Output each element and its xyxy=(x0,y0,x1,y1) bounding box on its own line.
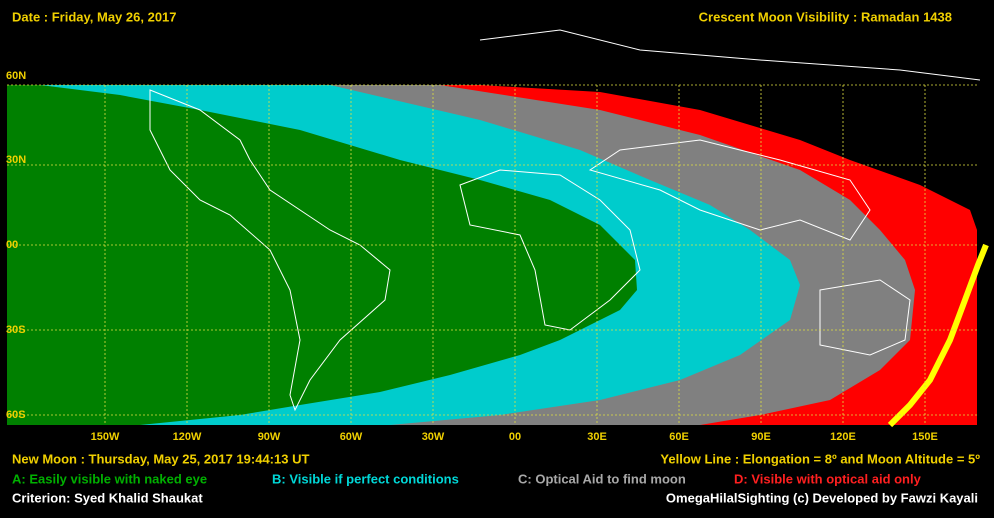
yellow-line-note: Yellow Line : Elongation = 8º and Moon A… xyxy=(660,451,980,466)
date: Date : Friday, May 26, 2017 xyxy=(12,9,177,24)
coastlines xyxy=(149,29,981,412)
lon-label: 150E xyxy=(912,431,938,443)
lat-label: 00 xyxy=(6,239,18,251)
lon-label: 150W xyxy=(91,431,120,443)
lon-label: 90W xyxy=(258,431,281,443)
lat-label: 60S xyxy=(6,409,26,421)
legend-b: B: Visible if perfect conditions xyxy=(272,471,459,486)
legend-c: C: Optical Aid to find moon xyxy=(518,471,686,486)
lat-label: 30S xyxy=(6,324,26,336)
lon-label: 120W xyxy=(173,431,202,443)
lon-label: 30W xyxy=(422,431,445,443)
lon-label: 120E xyxy=(830,431,856,443)
zone-a xyxy=(7,85,637,425)
legend-d: D: Visible with optical aid only xyxy=(734,471,922,486)
criterion: Criterion: Syed Khalid Shaukat xyxy=(12,490,203,505)
lon-label: 90E xyxy=(751,431,771,443)
new-moon: New Moon : Thursday, May 25, 2017 19:44:… xyxy=(12,451,309,466)
lon-label: 60E xyxy=(669,431,689,443)
yellow-line xyxy=(887,243,989,428)
credit: OmegaHilalSighting (c) Developed by Fawz… xyxy=(666,490,978,505)
lon-label: 30E xyxy=(587,431,607,443)
lat-label: 60N xyxy=(6,70,26,82)
legend-a: A: Easily visible with naked eye xyxy=(12,471,207,486)
graticule xyxy=(7,84,977,425)
lat-label: 30N xyxy=(6,154,26,166)
map-title: Crescent Moon Visibility : Ramadan 1438 xyxy=(699,9,952,24)
lon-label: 60W xyxy=(340,431,363,443)
lon-label: 00 xyxy=(509,431,521,443)
